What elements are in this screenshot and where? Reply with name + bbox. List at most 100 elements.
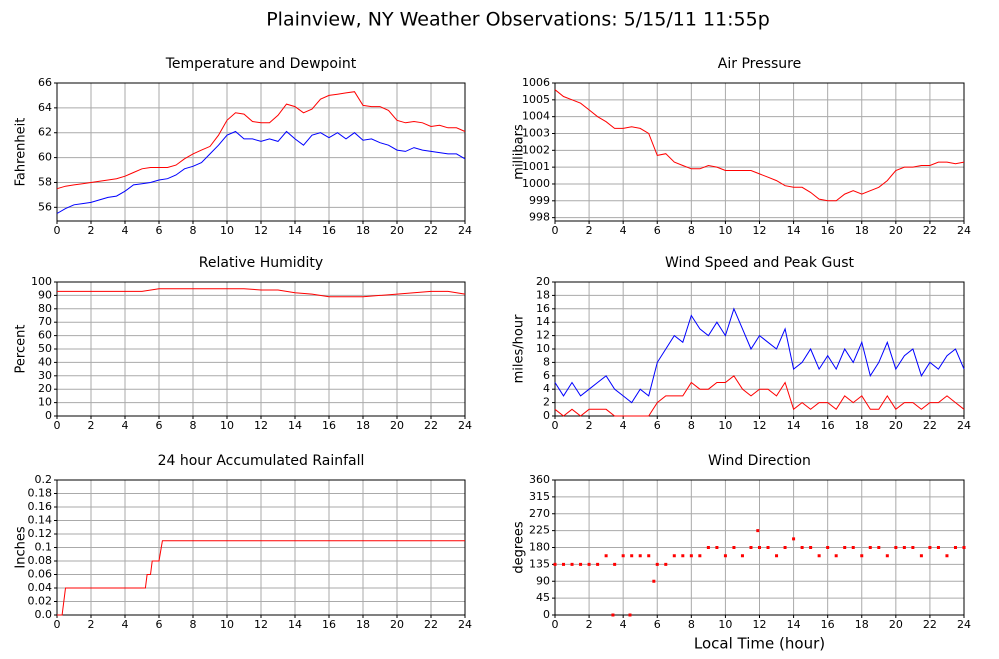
data-point [630, 554, 634, 558]
data-point [834, 554, 838, 558]
y-tick-label: 1000 [522, 177, 550, 190]
x-tick-label: 16 [322, 419, 336, 432]
y-tick-label: 0.16 [28, 500, 53, 513]
data-line [57, 540, 465, 616]
x-tick-label: 20 [889, 224, 903, 237]
y-tick-label: 0.14 [28, 514, 53, 527]
x-tick-label: 18 [855, 224, 869, 237]
data-point [962, 546, 966, 549]
y-tick-label: 1006 [522, 76, 550, 89]
data-point [579, 562, 583, 566]
y-tick-label: 58 [38, 175, 52, 188]
x-tick-label: 4 [620, 224, 627, 237]
data-line [554, 89, 965, 202]
x-tick-label: 6 [156, 618, 163, 631]
panel: Temperature and DewpointFahrenheit565860… [14, 56, 473, 237]
x-tick-label: 18 [855, 419, 869, 432]
y-tick-label: 0 [543, 409, 550, 422]
data-point [698, 554, 702, 558]
x-tick-label: 24 [458, 618, 472, 631]
y-tick-label: 66 [38, 76, 52, 89]
y-tick-label: 315 [529, 490, 550, 503]
x-tick-label: 24 [957, 224, 971, 237]
x-tick-label: 22 [424, 618, 438, 631]
plot-frame [554, 82, 965, 222]
data-point [868, 546, 872, 549]
data-line [57, 288, 466, 298]
y-tick-label: 64 [38, 101, 52, 114]
panel: Relative HumidityPercent0102030405060708… [14, 255, 473, 432]
x-tick-label: 18 [356, 618, 370, 631]
panel: 24 hour Accumulated RainfallInches0.00.0… [14, 453, 473, 631]
y-axis-label: millibars [512, 124, 527, 180]
x-tick-label: 22 [424, 224, 438, 237]
y-axis-label: Inches [14, 526, 29, 568]
panel-title: Air Pressure [718, 56, 801, 72]
data-point [877, 546, 881, 549]
y-tick-label: 0.2 [35, 473, 53, 486]
x-tick-label: 22 [923, 419, 937, 432]
x-tick-label: 14 [787, 224, 801, 237]
data-point [902, 546, 906, 549]
x-tick-label: 0 [54, 618, 61, 631]
x-tick-label: 12 [254, 618, 268, 631]
data-point [647, 554, 651, 558]
x-tick-label: 24 [458, 419, 472, 432]
panel-title: Temperature and Dewpoint [165, 56, 357, 72]
y-tick-label: 360 [529, 473, 550, 486]
data-line [554, 307, 965, 404]
data-point [851, 546, 855, 549]
data-point [723, 554, 727, 558]
x-tick-label: 0 [552, 618, 559, 631]
data-point [766, 546, 770, 549]
y-tick-label: 60 [38, 329, 52, 342]
x-tick-label: 10 [220, 618, 234, 631]
y-axis-label: Fahrenheit [14, 118, 29, 187]
data-point [809, 546, 813, 549]
x-tick-label: 22 [923, 618, 937, 631]
y-tick-label: 135 [529, 557, 550, 570]
x-tick-label: 10 [718, 618, 732, 631]
data-point [936, 546, 940, 549]
data-point [613, 562, 617, 566]
x-tick-label: 20 [390, 419, 404, 432]
data-point [945, 554, 949, 558]
y-tick-label: 180 [529, 541, 550, 554]
y-tick-label: 0.02 [28, 595, 53, 608]
x-tick-label: 16 [821, 224, 835, 237]
x-tick-label: 22 [923, 224, 937, 237]
y-tick-label: 50 [38, 342, 52, 355]
x-tick-label: 2 [88, 618, 95, 631]
x-tick-label: 6 [156, 419, 163, 432]
y-tick-label: 14 [536, 315, 550, 328]
y-tick-label: 62 [38, 126, 52, 139]
panel-title: Wind Direction [708, 453, 811, 469]
x-tick-label: 2 [586, 419, 593, 432]
data-point [800, 546, 804, 549]
y-tick-label: 80 [38, 302, 52, 315]
y-tick-label: 8 [543, 355, 550, 368]
x-tick-label: 14 [288, 419, 302, 432]
x-tick-label: 18 [356, 224, 370, 237]
x-tick-label: 0 [552, 419, 559, 432]
x-tick-label: 4 [122, 618, 129, 631]
data-point [860, 554, 864, 558]
plot-frame [554, 281, 965, 417]
data-point [553, 562, 557, 566]
data-point [570, 562, 574, 566]
x-tick-label: 10 [718, 419, 732, 432]
x-tick-label: 2 [88, 419, 95, 432]
x-tick-label: 0 [54, 224, 61, 237]
data-point [587, 562, 591, 566]
x-tick-label: 14 [787, 419, 801, 432]
data-point [885, 554, 889, 558]
data-line [554, 375, 965, 417]
panel: Wind Speed and Peak Gustmiles/hour024681… [512, 255, 972, 432]
x-tick-label: 14 [288, 224, 302, 237]
y-tick-label: 60 [38, 151, 52, 164]
data-point [826, 546, 830, 549]
x-tick-label: 8 [190, 224, 197, 237]
x-tick-label: 4 [122, 224, 129, 237]
data-point [621, 554, 625, 558]
y-tick-label: 10 [536, 342, 550, 355]
